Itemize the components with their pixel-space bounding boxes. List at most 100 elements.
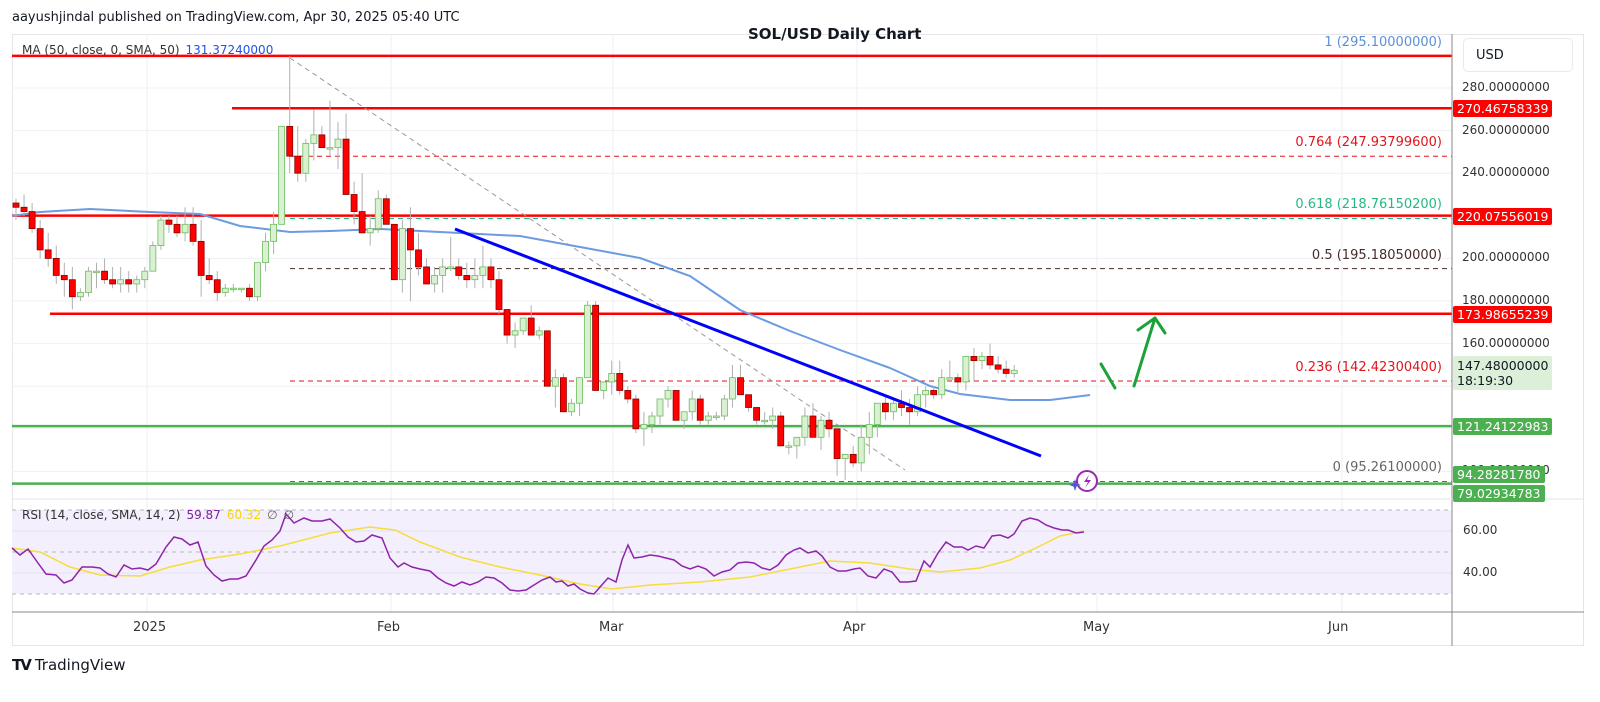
price-tag: 220.07556019 [1453,207,1553,225]
candle-down [777,415,785,447]
candle-down [294,155,302,174]
ma-legend-value: 131.37240000 [185,43,274,57]
candle-up [664,390,672,400]
candle-down [407,228,414,251]
candle-up [479,266,487,276]
candle-up [270,223,278,242]
candle-down [1002,368,1010,374]
candle-up [85,270,92,293]
rsi-legend[interactable]: RSI (14, close, SMA, 14, 2) 59.87 60.32 ∅ ∅ [22,508,294,522]
candle-up [817,419,825,438]
candle-up [519,317,527,332]
pullback-stroke [1099,362,1117,390]
tradingview-logo[interactable]: 𝗧𝗩 TradingView [12,656,125,674]
candle-up [149,245,157,272]
candle-down [44,249,52,259]
candle-up [326,147,334,150]
candle-up [535,330,543,336]
fib-label: 0.236 (142.42300400) [1295,360,1442,376]
candle-up [237,287,245,291]
ma50-line [11,207,1091,401]
candle-down [318,134,326,149]
rsi-legend-label: RSI (14, close, SMA, 14, 2) [22,508,181,522]
candle-down [809,415,817,438]
candle-down [624,390,632,400]
candle-up [511,330,519,336]
candle-up [721,398,728,417]
candle-up [1010,369,1018,374]
candle-up [439,266,447,276]
candle-up [471,275,479,281]
candle-down [213,279,221,293]
candle-up [769,415,777,421]
candle-up [584,304,591,379]
candle-down [592,304,599,391]
candle-up [221,287,229,293]
candle-up [865,424,873,438]
horizontal-levels [12,54,1452,485]
price-tag: 173.98655239 [1453,305,1553,323]
candle-up [761,419,769,423]
candle-down [350,194,358,212]
candle-up [648,415,656,425]
candle-down [849,453,857,464]
candle-down [487,266,495,281]
candle-down [390,223,398,281]
candle-up [576,377,583,404]
brand-name: TradingView [34,656,126,674]
candle-down [672,390,680,421]
candle-up [117,279,125,285]
candle-up [447,266,455,269]
candle-up [801,415,809,438]
bearish-trendline[interactable] [454,227,1042,458]
sparkle-icon [1069,479,1081,491]
fib-label: 1 (295.10000000) [1324,34,1442,50]
candle-up [600,381,608,391]
candle-down [52,257,60,276]
time-tick: Jun [1328,620,1349,635]
candle-down [632,398,640,430]
candle-down [415,249,422,268]
candle-down [882,402,889,413]
candle-up [680,411,688,421]
price-tick: 200.00000000 [1462,250,1550,265]
rsi-line [11,512,1085,595]
candle-down [833,428,841,460]
candle-down [503,309,511,336]
candle-down [165,219,173,225]
candle-down [930,390,938,396]
time-tick: Feb [377,620,401,635]
candle-up [374,198,382,229]
candle-down [986,355,994,366]
candle-up [704,415,712,421]
price-tag: 94.28281780 [1453,466,1545,483]
price-tick: 180.00000000 [1462,293,1550,307]
price-tick: 280.00000000 [1462,80,1550,94]
candle-up [157,219,165,247]
time-tick: Mar [599,620,624,635]
candle-up [922,390,930,396]
rsi-sma-value: 60.32 [226,508,262,522]
candle-up [551,377,559,387]
rsi-tick: 60.00 [1463,523,1498,537]
candle-down [455,266,463,276]
candle-up [962,355,970,383]
candle-down [12,202,20,208]
candle-down [423,266,430,285]
candle-up [262,240,269,264]
published-info: aayushjindal published on TradingView.co… [12,10,460,25]
price-tick: 240.00000000 [1462,165,1550,180]
candle-down [125,279,133,285]
candle-down [970,355,978,362]
candle-up [785,445,793,448]
ma-legend[interactable]: MA (50, close, 0, SMA, 50) 131.37240000 [22,43,273,57]
candle-down [616,373,624,391]
currency-selector[interactable]: USD [1463,38,1573,72]
candle-up [93,270,100,274]
candle-down [382,198,390,225]
candle-up [229,287,237,291]
candle-down [906,407,913,413]
lightning-icon[interactable] [1076,470,1098,492]
candle-down [463,275,471,281]
